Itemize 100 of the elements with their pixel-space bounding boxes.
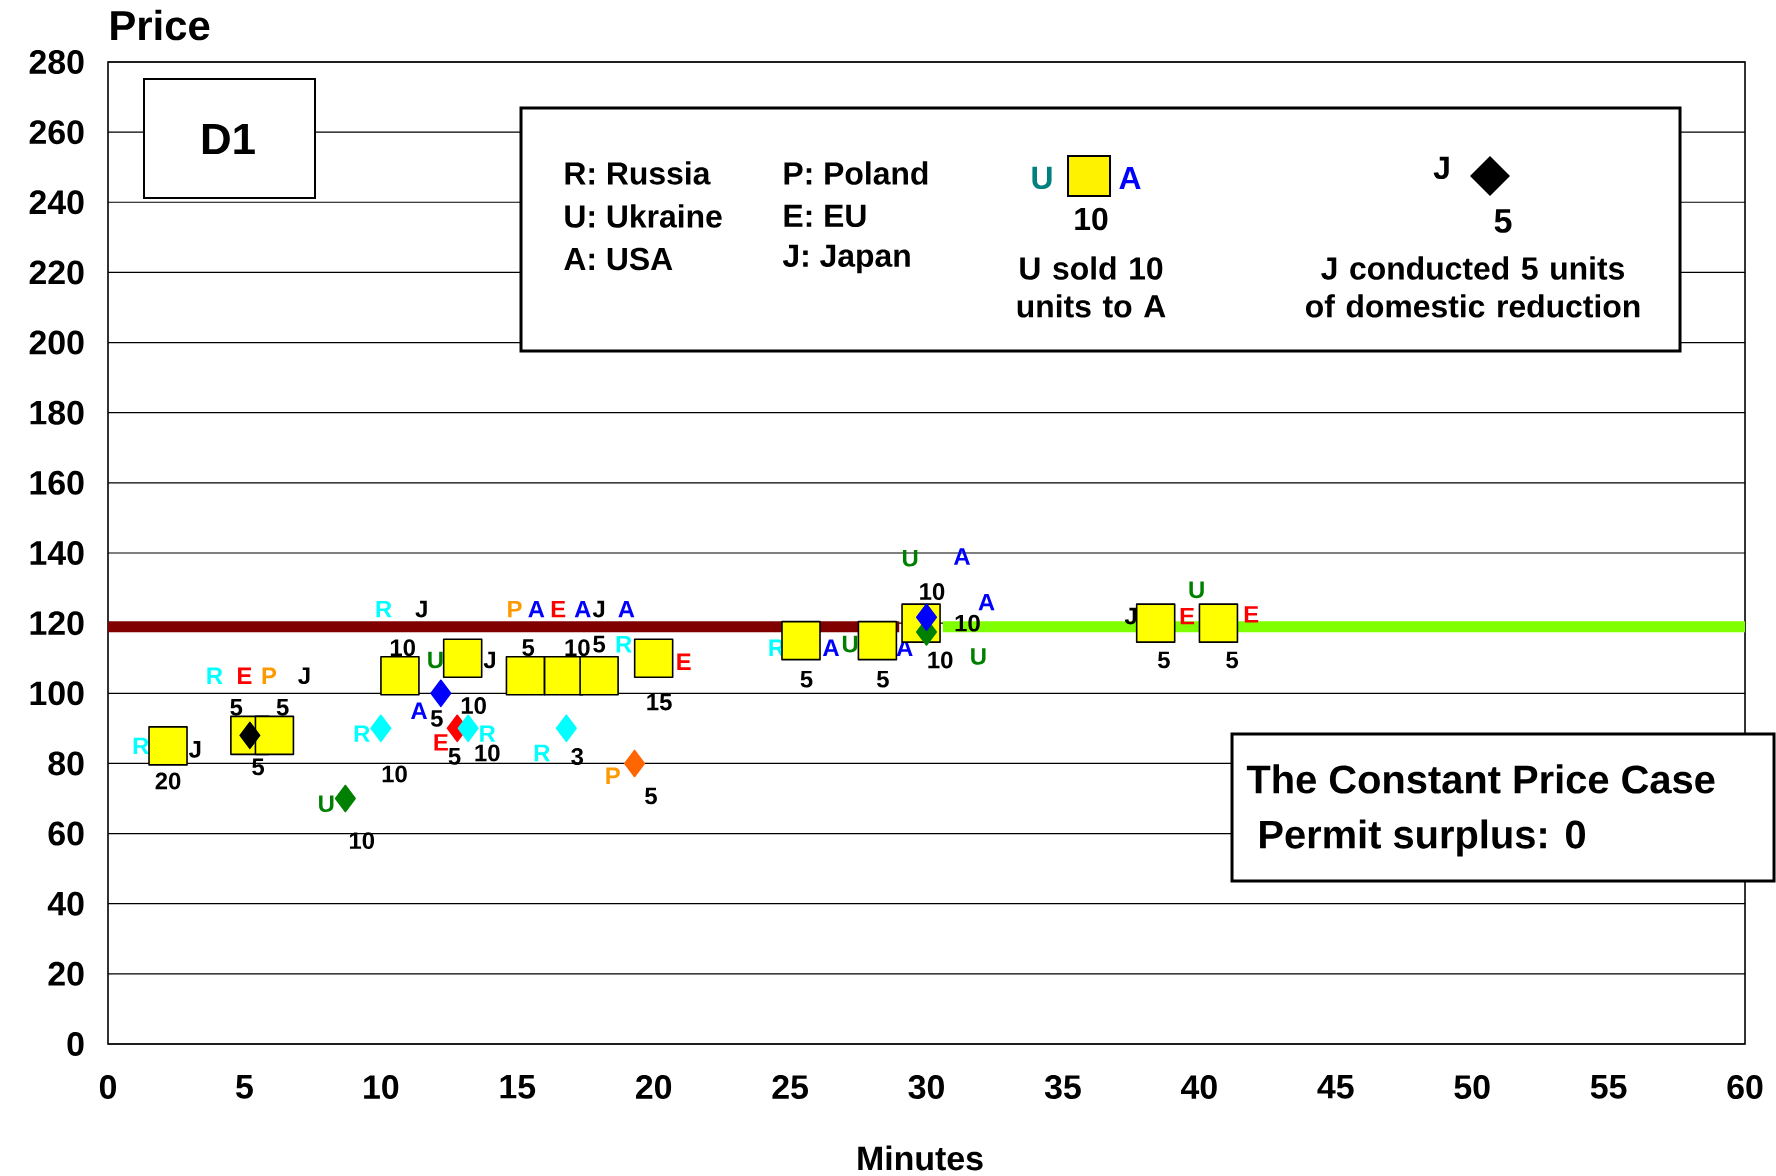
x-tick-label: 45 (1317, 1075, 1354, 1099)
point (915, 603, 938, 631)
point (380, 655, 420, 696)
annotation: P (262, 667, 277, 684)
x-tick-label: 10 (364, 1075, 399, 1100)
annotation: 10 (920, 583, 945, 601)
annotation: U (428, 651, 443, 669)
annotation: D1 (202, 123, 255, 155)
annotation: 5 (800, 670, 813, 688)
annotation: R (207, 667, 223, 684)
annotation: E (1244, 606, 1259, 623)
annotation: J: Japan (782, 244, 910, 274)
annotation: E (1180, 607, 1195, 625)
annotation: U (842, 635, 858, 653)
point (254, 715, 295, 756)
annotation: U: Ukraine (565, 204, 722, 228)
y-tick-label: 220 (29, 260, 84, 285)
x-tick-label: 0 (99, 1075, 117, 1100)
y-axis-title: Price (111, 9, 210, 41)
x-tick-label: 55 (1590, 1075, 1627, 1099)
y-tick-label: 140 (30, 541, 84, 565)
x-tick-label: 5 (236, 1075, 253, 1099)
annotation: A (1119, 167, 1141, 189)
annotation: J (298, 667, 310, 685)
annotation: 15 (647, 693, 672, 711)
annotation: A: USA (564, 247, 673, 271)
annotation: A (618, 600, 635, 618)
annotation: E (677, 653, 691, 670)
y-tick-label: 0 (67, 1032, 84, 1056)
x-axis-title: Minutes (858, 1145, 983, 1171)
point (579, 655, 619, 696)
annotation: 5 (430, 710, 443, 727)
y-tick-label: 160 (30, 470, 84, 495)
annotation: P: Poland (784, 161, 928, 185)
x-tick-label: 20 (636, 1075, 672, 1100)
annotation: J conducted 5 units of domestic reduction (1306, 256, 1640, 318)
annotation: 5 (522, 639, 535, 657)
y-tick-label: 100 (30, 681, 84, 706)
annotation: P (606, 767, 620, 784)
annotation: J (1433, 156, 1449, 180)
point (505, 655, 546, 696)
point (430, 679, 452, 708)
annotation: U (319, 795, 334, 813)
point (148, 726, 188, 766)
annotation: 10 (390, 639, 415, 657)
annotation: 5 (1226, 651, 1239, 669)
x-tick-label: 15 (500, 1075, 536, 1099)
annotation: 5 (230, 698, 243, 716)
x-tick-label: 30 (908, 1075, 944, 1100)
annotation: R (376, 600, 392, 618)
x-tick-label: 35 (1044, 1075, 1081, 1100)
annotation: 10 (382, 765, 407, 783)
annotation: A (410, 702, 428, 720)
x-tick-label: 25 (772, 1075, 808, 1100)
point (857, 620, 898, 661)
annotation: 10 (461, 697, 486, 715)
point (1198, 603, 1239, 643)
y-tick-label: 200 (29, 330, 84, 355)
point (624, 749, 646, 778)
annotation: R (616, 635, 632, 653)
annotation: Permit surplus: 0 (1260, 819, 1585, 857)
annotation: U (1032, 166, 1052, 190)
annotation: R (480, 725, 496, 742)
annotation: A (978, 593, 995, 611)
annotation: A (822, 639, 840, 656)
annotation: J (415, 600, 427, 618)
annotation: 10 (1075, 207, 1108, 231)
annotation: R: Russia (565, 161, 711, 185)
y-tick-label: 240 (29, 190, 84, 215)
y-tick-label: 280 (29, 49, 84, 74)
annotation: E (238, 667, 252, 684)
annotation: R (354, 725, 370, 742)
point (1135, 603, 1176, 643)
annotation: R (534, 744, 550, 762)
y-tick-label: 40 (47, 891, 84, 916)
annotation: E (551, 600, 566, 618)
x-tick-label: 40 (1181, 1075, 1217, 1100)
y-tick-label: 20 (48, 961, 84, 986)
annotation: 20 (155, 772, 181, 790)
point (442, 638, 483, 679)
annotation: E (434, 734, 448, 751)
point (457, 714, 479, 743)
annotation: The Constant Price Case (1246, 764, 1715, 794)
annotation: U sold 10 units to A (1017, 256, 1166, 318)
annotation: J (189, 741, 201, 758)
annotation: E: EU (784, 204, 866, 228)
annotation: J (483, 651, 495, 669)
annotation: J (1124, 607, 1137, 625)
point (334, 784, 356, 813)
annotation: P (508, 600, 522, 618)
y-tick-label: 60 (48, 821, 84, 846)
point (370, 714, 392, 743)
annotation: 5 (1157, 651, 1170, 669)
annotation: J (592, 600, 605, 618)
x-tick-label: 50 (1454, 1075, 1490, 1100)
y-tick-label: 180 (30, 400, 84, 425)
annotation: A (528, 600, 545, 618)
annotation: A (574, 600, 591, 618)
y-tick-label: 260 (29, 120, 84, 145)
point (781, 620, 821, 661)
